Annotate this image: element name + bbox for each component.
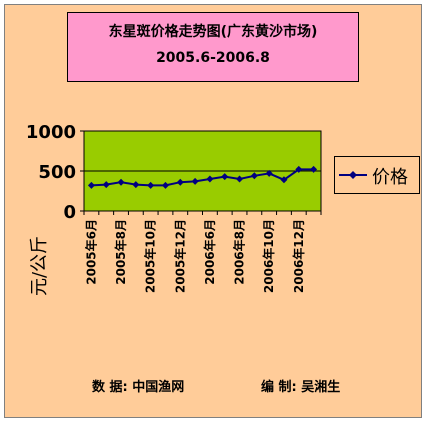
footer-source: 数 据: 中国渔网 [92, 380, 185, 395]
data-point [206, 175, 214, 183]
data-point [132, 181, 140, 189]
y-tick-label: 1000 [26, 122, 76, 143]
x-tick-label: 2005年6月 [83, 219, 98, 285]
y-tick-label: 500 [38, 162, 76, 183]
data-point [280, 176, 288, 184]
data-point [102, 181, 110, 189]
legend-diamond-marker [349, 171, 357, 179]
footer-editor: 编 制: 吴湘生 [261, 380, 341, 395]
x-tick-label: 2005年8月 [113, 219, 128, 285]
x-tick-label: 2006年12月 [291, 219, 306, 293]
data-point [117, 178, 125, 186]
data-point [191, 177, 199, 185]
x-tick-label: 2006年10月 [261, 219, 276, 293]
data-point [265, 169, 273, 177]
data-point [176, 178, 184, 186]
x-tick-label: 2005年10月 [143, 219, 158, 293]
x-tick-label: 2006年6月 [202, 219, 217, 285]
data-point [310, 165, 318, 173]
data-point [295, 165, 303, 173]
x-tick-label: 2006年8月 [232, 219, 247, 285]
legend: 价格 [334, 156, 420, 194]
data-point [250, 172, 258, 180]
chart-title: 东星斑价格走势图(广东黄沙市场) [108, 24, 318, 40]
data-point [236, 175, 244, 183]
y-tick-label: 0 [63, 202, 76, 223]
data-point [161, 181, 169, 189]
chart-subtitle: 2005.6-2006.8 [156, 50, 270, 66]
series-line [91, 168, 314, 187]
x-tick-label: 2005年12月 [172, 219, 187, 293]
chart-title-box: 东星斑价格走势图(广东黄沙市场) 2005.6-2006.8 [67, 12, 359, 82]
data-point [221, 173, 229, 181]
legend-label: 价格 [372, 167, 408, 188]
data-point [87, 181, 95, 189]
data-point [147, 181, 155, 189]
